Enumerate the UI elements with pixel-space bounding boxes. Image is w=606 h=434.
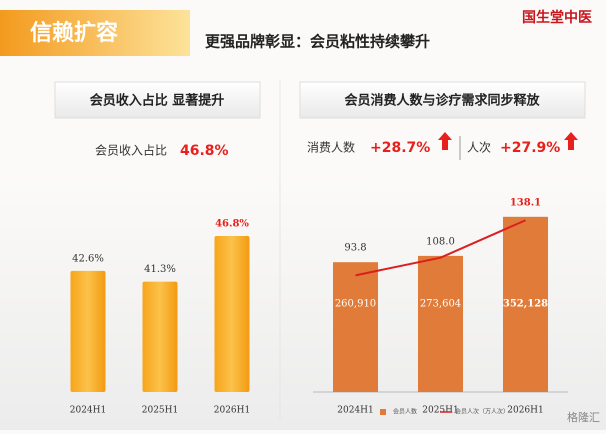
- metric-label: 会员收入占比: [95, 143, 167, 158]
- up-arrow: [438, 132, 452, 150]
- line: [355, 219, 526, 277]
- legend-label: 会员人次（万人次）: [455, 408, 509, 416]
- value-label: 352,128: [503, 299, 548, 310]
- bar: [142, 281, 178, 392]
- bar: [214, 235, 250, 392]
- slide-title: 更强品牌彰显：会员粘性持续攀升: [205, 33, 430, 51]
- bar: [503, 216, 548, 392]
- section-tag-text: 信赖扩容: [30, 20, 118, 46]
- x-tick-label: 2025H1: [422, 406, 458, 416]
- bar: [333, 262, 378, 392]
- section-tag: [0, 10, 190, 56]
- x-tick-label: 2026H1: [214, 406, 250, 416]
- value-label: 138.1: [510, 197, 541, 208]
- value-label: 273,604: [420, 299, 461, 310]
- panel-heading-box: [299, 81, 586, 119]
- metric-label: 人次: [467, 141, 491, 155]
- x-tick-label: 2026H1: [507, 406, 543, 416]
- metric-value: +27.9%: [500, 140, 560, 156]
- value-label: 41.3%: [144, 264, 176, 275]
- metric-value: +28.7%: [370, 140, 430, 156]
- bar: [418, 255, 463, 392]
- x-tick-label: 2024H1: [337, 406, 373, 416]
- legend-label: 会员人数: [393, 408, 417, 416]
- x-tick-label: 2024H1: [70, 406, 106, 416]
- logo: 国生堂中医: [522, 9, 592, 26]
- panel-heading: 会员消费人数与诊疗需求同步释放: [344, 93, 540, 109]
- watermark: 格隆汇: [567, 410, 600, 424]
- bar: [70, 270, 106, 392]
- legend-swatch: [380, 409, 386, 415]
- value-label: 46.8%: [215, 218, 249, 229]
- metric-label: 消费人数: [307, 140, 355, 155]
- value-label: 42.6%: [72, 253, 104, 264]
- value-label: 108.0: [426, 236, 455, 247]
- value-label: 93.8: [344, 243, 366, 254]
- panel-heading-box: [54, 81, 261, 119]
- up-arrow: [564, 132, 578, 150]
- value-label: 260,910: [335, 299, 376, 310]
- panel-heading: 会员收入占比 显著提升: [90, 93, 225, 109]
- metric-value: 46.8%: [180, 143, 229, 159]
- x-tick-label: 2025H1: [142, 406, 178, 416]
